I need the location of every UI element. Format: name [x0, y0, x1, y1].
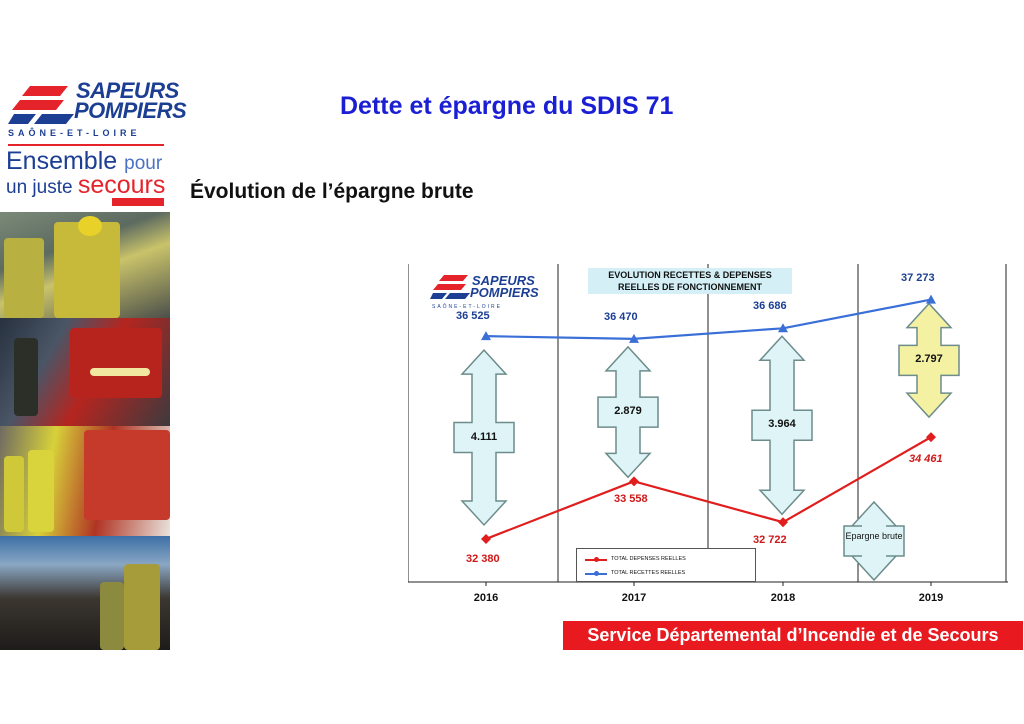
recettes-point [926, 294, 936, 304]
epargne-arrow [453, 349, 515, 527]
depenses-value-label: 33 558 [614, 493, 648, 506]
footer-banner: Service Départemental d’Incendie et de S… [563, 621, 1023, 650]
recettes-value-label: 36 525 [456, 310, 490, 323]
depenses-line [485, 436, 932, 540]
flag-stripes-icon [430, 275, 470, 299]
chart-logo-region: SAÔNE-ET-LOIRE [432, 304, 502, 310]
chart-svg [408, 264, 1008, 586]
epargne-value-label: 2.879 [614, 405, 642, 418]
logo-red-bar [112, 198, 164, 206]
x-tick-label: 2017 [621, 592, 647, 604]
recettes-point [481, 331, 491, 341]
epargne-arrow [597, 345, 659, 479]
tagline-pour: pour [124, 153, 163, 174]
x-tick-label: 2018 [770, 592, 796, 604]
epargne-value-label: 4.111 [470, 430, 498, 443]
epargne-arrow [898, 302, 960, 419]
chart-legend: TOTAL DEPENSES REELLES TOTAL RECETTES RE… [576, 548, 756, 582]
legend-swatch-recettes [585, 571, 607, 576]
chart-logo-pompiers: POMPIERS [470, 285, 539, 300]
depenses-point [629, 476, 639, 487]
sdis-logo: SAPEURS POMPIERS SAÔNE-ET-LOIRE Ensemble… [0, 78, 187, 210]
epargne-arrow [751, 335, 813, 516]
tagline-secours: secours [77, 171, 166, 199]
recettes-value-label: 37 273 [901, 271, 935, 284]
depenses-point [778, 517, 788, 528]
sidebar: SAPEURS POMPIERS SAÔNE-ET-LOIRE Ensemble… [0, 78, 187, 650]
recettes-value-label: 36 470 [604, 310, 638, 323]
depenses-point [481, 533, 491, 544]
chart-logo-sapeurs: SAPEURS [472, 273, 535, 288]
legend-label-depenses: TOTAL DEPENSES REELLES [611, 556, 686, 562]
epargne-value-label: 3.964 [768, 418, 796, 431]
logo-tagline-1: Ensemble pour [6, 148, 162, 177]
x-tick-label: 2016 [473, 592, 499, 604]
logo-region: SAÔNE-ET-LOIRE [8, 128, 141, 138]
page-subtitle: Évolution de l’épargne brute [190, 180, 474, 203]
recettes-point [778, 323, 788, 333]
logo-pompiers: POMPIERS [74, 98, 187, 123]
chart: SAPEURS POMPIERS SAÔNE-ET-LOIRE EVOLUTIO… [408, 264, 1008, 610]
recettes-line [485, 298, 932, 340]
legend-swatch-depenses [585, 557, 607, 562]
photo-firefighters-rescue [0, 212, 170, 318]
chart-logo: SAPEURS POMPIERS SAÔNE-ET-LOIRE [430, 274, 539, 314]
tagline-ensemble: Ensemble [6, 147, 118, 175]
logo-divider [8, 144, 164, 146]
epargne-legend-label: Epargne brute [845, 531, 903, 541]
photo-wildfire [0, 536, 170, 650]
depenses-value-label: 32 722 [753, 534, 787, 547]
depenses-point [926, 432, 936, 443]
recettes-value-label: 36 686 [753, 300, 787, 313]
logo-tagline-2: un juste secours [6, 171, 166, 199]
photo-fire-truck-night [0, 318, 170, 426]
logo-sapeurs: SAPEURS [76, 78, 179, 103]
flag-stripes-icon [8, 86, 74, 124]
chart-title: EVOLUTION RECETTES & DEPENSES REELLES DE… [588, 268, 792, 294]
x-tick-label: 2019 [918, 592, 944, 604]
epargne-value-label: 2.797 [915, 353, 943, 366]
recettes-point [629, 333, 639, 343]
page-title: Dette et épargne du SDIS 71 [340, 92, 674, 120]
photo-ambulance-team [0, 426, 170, 536]
epargne-legend-arrow [843, 500, 905, 582]
depenses-value-label: 32 380 [466, 552, 500, 565]
tagline-un-juste: un juste [6, 177, 73, 198]
depenses-value-label: 34 461 [909, 453, 943, 466]
legend-label-recettes: TOTAL RECETTES REELLES [611, 570, 686, 576]
